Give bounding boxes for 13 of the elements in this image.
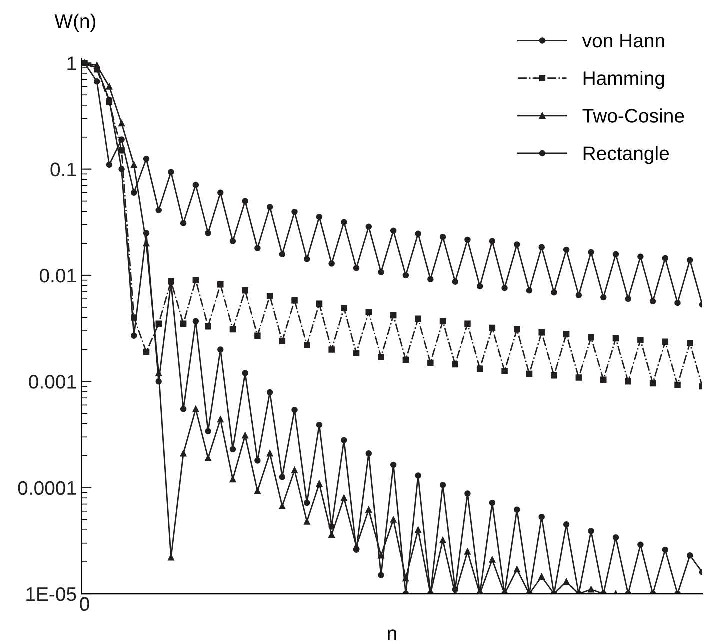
- y-tick-label: 0.1: [50, 162, 76, 177]
- y-tick-label: 0.0001: [18, 481, 76, 496]
- x-tick-label: 0: [80, 597, 90, 612]
- legend-label: Hamming: [584, 71, 664, 90]
- y-tick-label: 0.01: [40, 268, 76, 283]
- x-axis-title: n: [388, 630, 396, 640]
- y-axis-title: W(n): [54, 14, 96, 32]
- legend-label: Two-Cosine: [582, 108, 684, 123]
- y-tick-label: 1E-05: [26, 587, 76, 602]
- legend-label: Rectangle: [584, 146, 669, 164]
- legend-label: von Hann: [582, 34, 664, 48]
- y-tick-label: 1: [68, 56, 76, 70]
- y-tick-label: 0.001: [29, 375, 76, 389]
